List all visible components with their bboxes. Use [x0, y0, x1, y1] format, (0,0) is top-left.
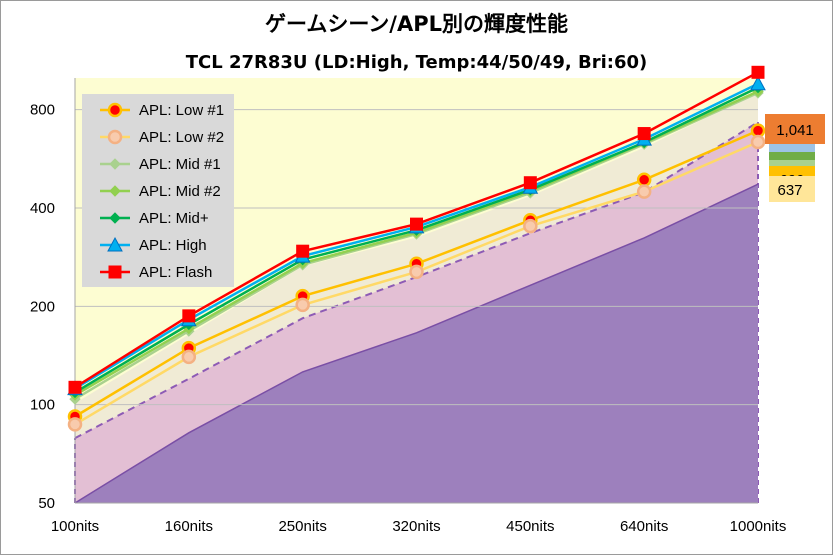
legend-label: APL: Low #1	[139, 102, 224, 119]
end-label-text: 637	[777, 182, 802, 199]
data-point	[751, 65, 765, 79]
y-tick-label: 800	[30, 102, 55, 119]
end-label-low2: 637	[769, 176, 815, 202]
legend-label: APL: High	[139, 237, 207, 254]
legend-label: APL: Flash	[139, 264, 212, 281]
data-point	[409, 264, 424, 280]
end-label-box	[769, 176, 815, 202]
data-point	[296, 244, 310, 258]
legend-label: APL: Mid #2	[139, 183, 221, 200]
x-tick-label: 250nits	[278, 518, 326, 535]
y-tick-label: 200	[30, 298, 55, 315]
data-point	[523, 176, 537, 190]
data-point	[67, 417, 83, 432]
data-point	[68, 380, 82, 394]
x-tick-label: 450nits	[506, 518, 554, 535]
base-area-outline	[74, 183, 759, 504]
y-tick-label: 50	[38, 495, 55, 512]
y-tick-label: 100	[30, 397, 55, 414]
data-point	[636, 172, 652, 188]
x-tick-label: 100nits	[51, 518, 99, 535]
x-tick-label: 1000nits	[730, 518, 787, 535]
background-area-0	[75, 184, 758, 503]
data-point	[636, 184, 652, 199]
data-point	[295, 297, 310, 313]
data-point	[750, 134, 766, 150]
end-label-high	[769, 144, 815, 152]
data-point	[109, 212, 121, 224]
data-point	[107, 102, 123, 118]
data-point	[182, 309, 196, 323]
data-point	[637, 127, 651, 141]
legend-label: APL: Low #2	[139, 129, 224, 146]
data-point	[109, 158, 121, 170]
data-point	[107, 129, 123, 145]
end-label-flash: 1,041	[765, 114, 825, 144]
end-label-mid1	[769, 160, 815, 166]
legend-label: APL: Mid #1	[139, 156, 221, 173]
end-label-text: 1,041	[776, 122, 814, 139]
legend-label: APL: Mid+	[139, 210, 209, 227]
data-point	[410, 217, 423, 231]
data-point	[107, 236, 123, 252]
data-point	[108, 265, 122, 279]
end-label-mid	[769, 152, 815, 160]
data-point	[523, 218, 538, 234]
chart-title: ゲームシーン/APL別の輝度性能	[264, 12, 568, 36]
x-tick-label: 160nits	[165, 518, 213, 535]
data-point	[181, 349, 197, 365]
x-tick-label: 640nits	[620, 518, 668, 535]
data-point	[109, 185, 121, 197]
end-label-box	[765, 114, 825, 144]
chart-subtitle: TCL 27R83U (LD:High, Temp:44/50/49, Bri:…	[185, 52, 648, 73]
y-tick-label: 400	[30, 200, 55, 217]
x-tick-label: 320nits	[392, 518, 440, 535]
data-point	[750, 75, 766, 91]
